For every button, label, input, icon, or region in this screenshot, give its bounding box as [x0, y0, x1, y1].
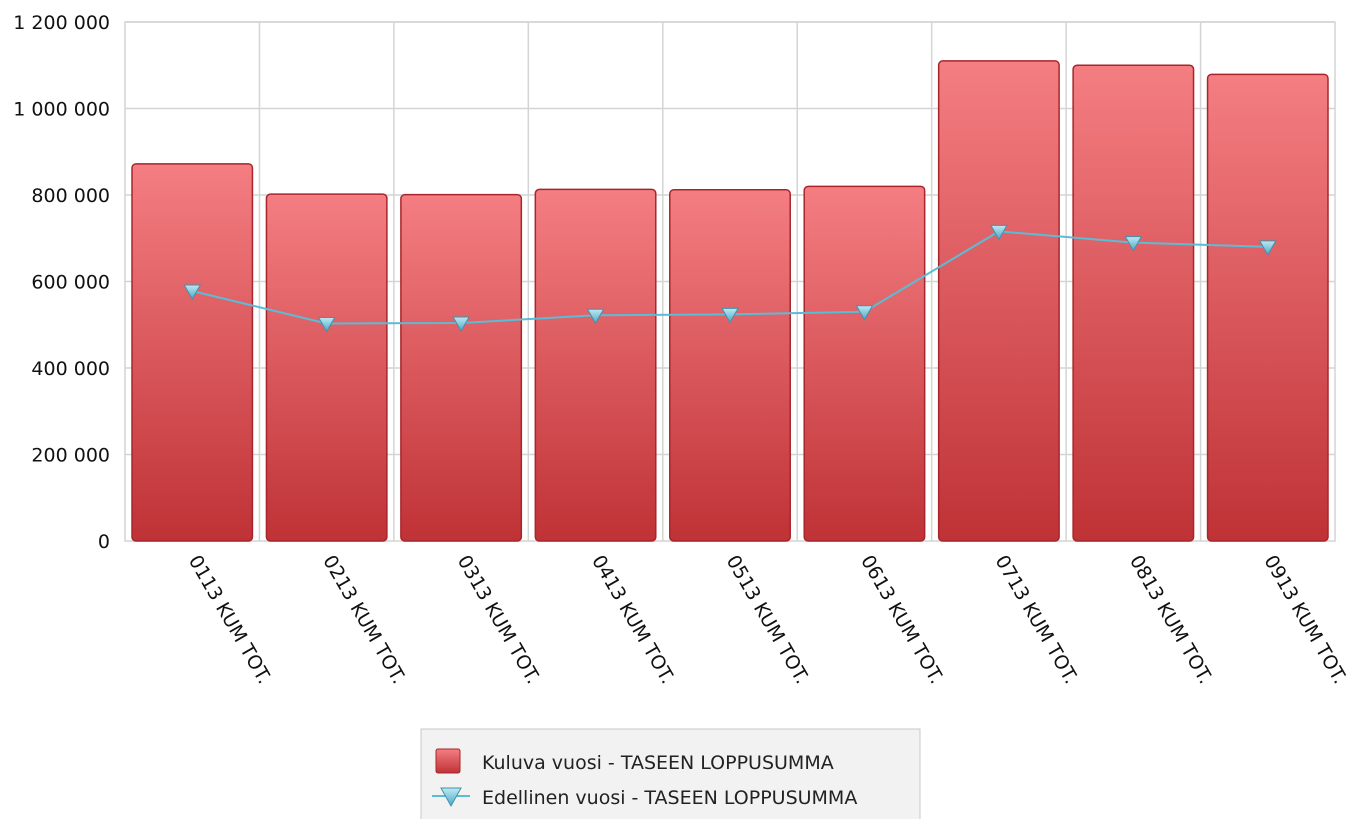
legend-box [420, 728, 921, 821]
bar [1206, 73, 1329, 542]
x-tick-label: 0613 KUM TOT. [856, 552, 947, 688]
legend-swatch-bar [435, 748, 461, 774]
y-tick-label: 600 000 [31, 272, 110, 294]
bar [937, 60, 1060, 542]
legend-swatch-marker [440, 787, 462, 808]
bar [265, 193, 388, 542]
line-point [317, 316, 336, 333]
x-tick-label: 0913 KUM TOT. [1259, 552, 1350, 688]
line-point [183, 284, 202, 301]
line-point [586, 308, 605, 325]
bar [669, 189, 791, 542]
y-tick-label: 1 200 000 [13, 12, 110, 34]
line-point [721, 307, 739, 324]
bar [400, 193, 523, 542]
y-tick-label: 800 000 [31, 185, 110, 207]
bar-series [131, 60, 1329, 542]
line-point [1124, 236, 1143, 252]
x-tick-label: 0213 KUM TOT. [318, 552, 409, 688]
bar [534, 188, 657, 542]
x-tick-label: 0313 KUM TOT. [453, 552, 544, 688]
y-tick-label: 0 [98, 531, 110, 553]
bar [803, 185, 926, 542]
line-point [855, 305, 874, 321]
line-series [183, 224, 1277, 333]
legend-label-current: Kuluva vuosi - TASEEN LOPPUSUMMA [482, 752, 834, 774]
line-point [452, 316, 470, 333]
line-point [1258, 240, 1277, 256]
x-tick-label: 0813 KUM TOT. [1125, 552, 1216, 688]
bar [1072, 64, 1195, 542]
legend-label-previous: Edellinen vuosi - TASEEN LOPPUSUMMA [482, 787, 857, 809]
y-tick-label: 400 000 [31, 358, 110, 380]
x-tick-label: 0513 KUM TOT. [722, 552, 813, 688]
y-tick-label: 1 000 000 [13, 99, 110, 121]
x-tick-label: 0713 KUM TOT. [991, 552, 1082, 688]
x-tick-label: 0113 KUM TOT. [184, 552, 275, 688]
legend: Kuluva vuosi - TASEEN LOPPUSUMMA Edelline… [420, 728, 921, 821]
bar [131, 163, 254, 542]
line-point [990, 224, 1008, 241]
y-tick-label: 200 000 [31, 445, 110, 467]
x-tick-label: 0413 KUM TOT. [587, 552, 678, 688]
